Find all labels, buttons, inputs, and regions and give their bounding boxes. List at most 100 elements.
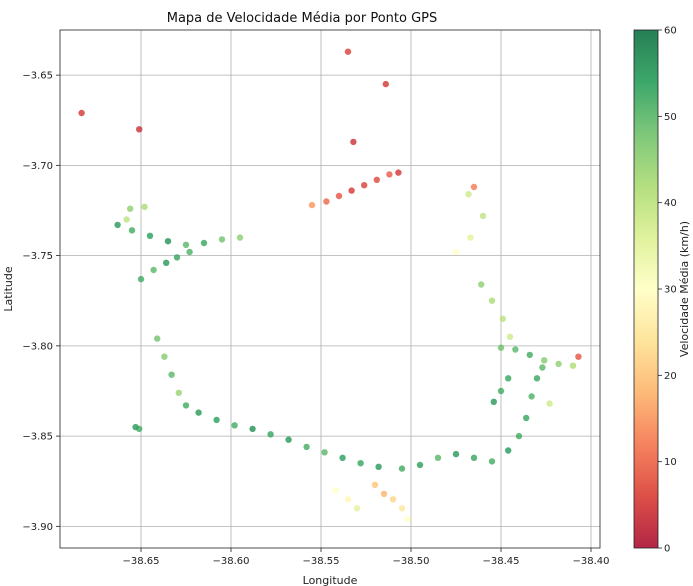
scatter-point: [398, 505, 406, 512]
scatter-point: [452, 450, 460, 458]
scatter-point: [533, 375, 541, 382]
x-tick-label: −38.40: [572, 556, 609, 567]
colorbar-tick-label: 50: [664, 112, 677, 123]
scatter-point: [249, 425, 256, 433]
scatter-point: [141, 203, 148, 211]
x-tick-label: −38.65: [122, 556, 159, 567]
scatter-point: [434, 454, 442, 461]
scatter-point: [371, 481, 379, 488]
scatter-point: [146, 232, 154, 239]
scatter-point: [213, 416, 220, 424]
scatter-point: [505, 447, 512, 454]
x-tick-label: −38.50: [392, 556, 429, 567]
scatter-point: [173, 254, 181, 261]
colorbar-tick-label: 30: [664, 285, 677, 296]
scatter-point: [361, 182, 368, 189]
scatter-point: [380, 490, 388, 498]
scatter-point: [490, 398, 497, 405]
scatter-point: [488, 458, 496, 465]
scatter-point: [218, 236, 226, 243]
scatter-point: [186, 248, 193, 256]
y-tick-label: −3.85: [22, 432, 53, 443]
colorbar-tick-label: 20: [664, 371, 677, 382]
scatter-point: [303, 443, 310, 451]
scatter-point: [470, 454, 478, 461]
scatter-point: [467, 234, 474, 241]
scatter-point: [78, 109, 85, 117]
scatter-point: [357, 460, 364, 467]
plot-area-frame: [59, 29, 601, 549]
scatter-point: [267, 431, 274, 438]
scatter-point: [332, 487, 339, 494]
colorbar: [633, 29, 659, 549]
colorbar-label: Velocidade Média (km/h): [678, 221, 691, 357]
scatter-point: [526, 351, 533, 359]
scatter-point: [175, 389, 182, 396]
scatter-point: [395, 169, 402, 176]
scatter-point: [168, 371, 175, 378]
y-tick-label: −3.90: [22, 522, 53, 533]
scatter-point: [416, 461, 424, 469]
scatter-point: [375, 463, 382, 470]
scatter-point: [161, 353, 168, 360]
scatter-point: [200, 239, 208, 247]
colorbar-tick-label: 40: [664, 198, 677, 209]
x-axis-ticks: −38.65 −38.60 −38.55 −38.50 −38.45 −38.40: [122, 548, 610, 567]
scatter-point: [506, 333, 514, 340]
scatter-point: [128, 227, 136, 234]
scatter-point: [452, 248, 460, 256]
scatter-point: [499, 315, 506, 322]
scatter-point: [386, 171, 393, 178]
scatter-point: [236, 234, 244, 241]
scatter-point: [479, 212, 487, 220]
scatter-point: [182, 402, 190, 409]
scatter-point: [123, 216, 130, 223]
scatter-point: [523, 414, 530, 422]
scatter-point: [344, 48, 352, 55]
scatter-point: [555, 360, 562, 368]
scatter-point: [404, 515, 411, 523]
scatter-point: [512, 346, 519, 353]
scatter-point: [488, 297, 496, 304]
x-tick-label: −38.45: [482, 556, 519, 567]
scatter-point: [136, 425, 143, 433]
x-tick-label: −38.60: [212, 556, 249, 567]
scatter-point: [515, 432, 523, 440]
scatter-point: [528, 393, 535, 400]
scatter-point: [339, 454, 346, 461]
colorbar-tick-label: 10: [664, 457, 677, 468]
scatter-point: [195, 409, 202, 416]
y-tick-label: −3.80: [22, 341, 53, 352]
scatter-point: [285, 436, 292, 443]
y-tick-label: −3.65: [22, 71, 53, 82]
scatter-point: [497, 344, 505, 351]
scatter-point: [465, 191, 472, 198]
scatter-points: [78, 48, 582, 523]
scatter-point: [150, 266, 157, 274]
scatter-point: [505, 375, 512, 382]
scatter-point: [539, 364, 546, 371]
scatter-point: [398, 465, 406, 472]
y-tick-label: −3.75: [22, 251, 53, 262]
x-axis-label: Longitude: [303, 574, 358, 586]
scatter-point: [470, 183, 478, 191]
scatter-point: [136, 126, 143, 133]
scatter-point: [353, 505, 361, 512]
scatter-point: [154, 335, 161, 342]
scatter-point: [321, 449, 328, 456]
scatter-point: [350, 138, 357, 146]
chart-title: Mapa de Velocidade Média por Ponto GPS: [167, 11, 438, 26]
x-tick-label: −38.55: [302, 556, 339, 567]
scatter-point: [308, 201, 316, 209]
scatter-point: [575, 353, 582, 360]
scatter-point: [114, 221, 121, 229]
scatter-point: [164, 238, 172, 245]
scatter-point: [373, 176, 380, 183]
colorbar-tick-label: 60: [664, 26, 677, 37]
scatter-point: [335, 192, 343, 200]
scatter-point: [137, 275, 145, 283]
scatter-point: [541, 357, 548, 364]
scatter-point: [163, 259, 170, 266]
